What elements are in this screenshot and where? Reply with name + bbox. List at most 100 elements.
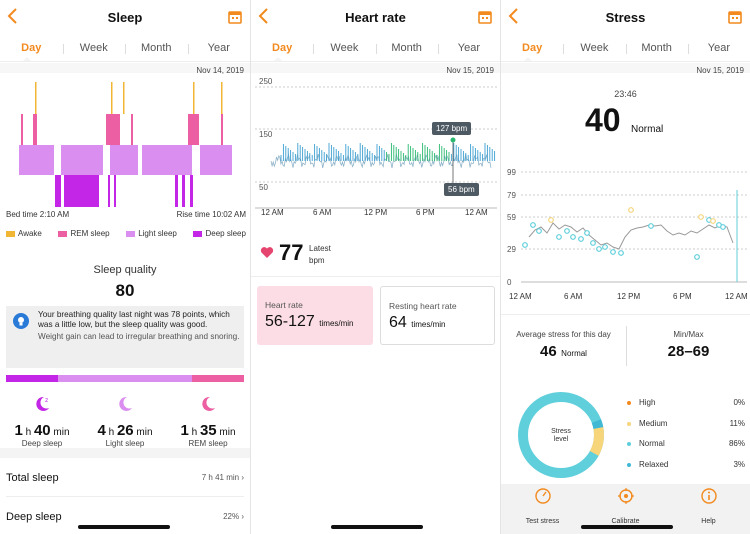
period-tabs: Day Week Month Year: [251, 34, 500, 62]
stress-point: [710, 218, 716, 224]
stress-screen: Stress Day Week Month Year Nov 15, 2019 …: [500, 0, 750, 534]
stage-proportion-bar: [6, 375, 244, 382]
total-sleep-row[interactable]: Total sleep 7 h 41 min ›: [6, 459, 244, 497]
info-main-text: Your breathing quality last night was 78…: [38, 310, 230, 329]
tab-week[interactable]: Week: [313, 42, 375, 54]
tab-month[interactable]: Month: [625, 42, 688, 54]
latest-unit: bpm: [309, 256, 325, 265]
sleep-legend: Awake REM sleep Light sleep Deep sleep: [6, 229, 246, 238]
stress-point: [564, 228, 570, 234]
y-tick: 79: [507, 191, 516, 200]
tab-day[interactable]: Day: [21, 41, 42, 54]
y-tick-50: 50: [259, 183, 268, 192]
stress-point: [596, 246, 602, 252]
sleep-screen: Sleep Day Week Month Year Nov 14, 2019: [0, 0, 250, 534]
max-marker-dot: [450, 137, 456, 143]
lightbulb-icon: [13, 313, 29, 329]
tab-year[interactable]: Year: [187, 42, 251, 54]
bed-time: Bed time 2:10 AM: [6, 210, 70, 219]
resting-heart-rate-card[interactable]: Resting heart rate 64 times/min: [380, 286, 495, 345]
heart-rate-range-card[interactable]: Heart rate 56-127 times/min: [257, 286, 373, 345]
stress-point: [578, 236, 584, 242]
stress-point: [590, 240, 596, 246]
legend-medium: Medium 11%: [627, 419, 745, 428]
home-indicator: [331, 525, 423, 529]
gauge-icon: [534, 488, 551, 504]
y-tick-250: 250: [259, 77, 273, 86]
tab-month[interactable]: Month: [375, 42, 438, 54]
stress-point: [694, 254, 700, 260]
latest-heart-rate: 77: [279, 240, 304, 265]
stress-point: [720, 224, 726, 230]
tab-week[interactable]: Week: [62, 42, 126, 54]
page-title: Heart rate: [345, 9, 406, 25]
stress-point: [610, 249, 616, 255]
moon-rem-icon: [202, 396, 215, 411]
heart-rate-spikes: [280, 143, 496, 161]
x-tick: 6 PM: [416, 208, 435, 217]
legend-light: Light sleep: [126, 229, 177, 238]
back-chevron-icon[interactable]: [6, 6, 20, 26]
stress-point: [584, 230, 590, 236]
deep-sleep-segments: [55, 175, 193, 207]
stress-point: [536, 228, 542, 234]
stress-header: Stress: [501, 0, 750, 34]
y-tick: 0: [507, 278, 512, 287]
stress-chart[interactable]: 99 79 59 29 0: [501, 165, 750, 305]
back-chevron-icon[interactable]: [507, 6, 521, 26]
active-tab-indicator: [274, 57, 282, 61]
x-tick: 6 AM: [564, 292, 583, 301]
tab-year[interactable]: Year: [687, 42, 750, 54]
sleep-stage-chart[interactable]: [0, 80, 250, 210]
stress-point: [648, 223, 654, 229]
calendar-icon[interactable]: [478, 10, 492, 24]
stress-point: [570, 234, 576, 240]
chevron-right-icon: ›: [241, 473, 244, 482]
chart-date: Nov 14, 2019: [196, 66, 244, 75]
heart-icon: [260, 247, 274, 258]
back-chevron-icon[interactable]: [257, 6, 271, 26]
legend-rem: REM sleep: [58, 229, 110, 238]
sleep-header: Sleep: [0, 0, 250, 34]
help-button[interactable]: Help: [667, 484, 750, 534]
breathing-info-card[interactable]: Your breathing quality last night was 78…: [6, 306, 244, 368]
x-tick: 6 AM: [313, 208, 332, 217]
heart-rate-chart[interactable]: 250 150 50: [251, 75, 500, 225]
light-sleep-segments: [19, 145, 232, 175]
deep-sleep-stat: z 1 h 40 min Deep sleep: [14, 396, 70, 448]
x-tick: 12 AM: [465, 208, 488, 217]
tab-month[interactable]: Month: [125, 42, 188, 54]
active-tab-indicator: [524, 57, 532, 61]
test-stress-button[interactable]: Test stress: [501, 484, 584, 534]
page-title: Sleep: [107, 9, 143, 25]
y-tick: 99: [507, 168, 516, 177]
calendar-icon[interactable]: [228, 10, 242, 24]
x-tick: 12 AM: [725, 292, 748, 301]
chart-date: Nov 15, 2019: [696, 66, 744, 75]
calendar-icon[interactable]: [728, 10, 742, 24]
tab-day[interactable]: Day: [522, 41, 543, 54]
heart-rate-line: [270, 153, 492, 169]
stress-point: [602, 244, 608, 250]
deep-sleep-row[interactable]: Deep sleep 22% ›: [6, 498, 244, 534]
tab-week[interactable]: Week: [563, 42, 625, 54]
heart-rate-screen: Heart rate Day Week Month Year Nov 15, 2…: [250, 0, 500, 534]
tab-year[interactable]: Year: [437, 42, 500, 54]
y-tick: 29: [507, 245, 516, 254]
tab-day[interactable]: Day: [272, 41, 293, 54]
rem-sleep-stat: 1 h 35 min REM sleep: [168, 395, 248, 448]
legend-awake: Awake: [6, 229, 42, 238]
max-bpm-bubble: 127 bpm: [432, 122, 472, 135]
stress-donut[interactable]: Stress level: [516, 390, 606, 480]
sleep-quality-value: 80: [115, 281, 135, 300]
light-sleep-stat: 4 h 26 min Light sleep: [85, 395, 165, 448]
stage-deep-fill: [6, 375, 59, 382]
legend-relaxed: Relaxed 3%: [627, 460, 745, 469]
y-tick-150: 150: [259, 130, 273, 139]
stress-point: [698, 214, 704, 220]
stress-tab-bar: Test stress Calibrate Help: [501, 484, 750, 534]
x-tick: 6 PM: [673, 292, 692, 301]
legend-deep: Deep sleep: [193, 229, 246, 238]
calibrate-button[interactable]: Calibrate: [584, 484, 667, 534]
donut-label: Stress level: [551, 428, 571, 443]
